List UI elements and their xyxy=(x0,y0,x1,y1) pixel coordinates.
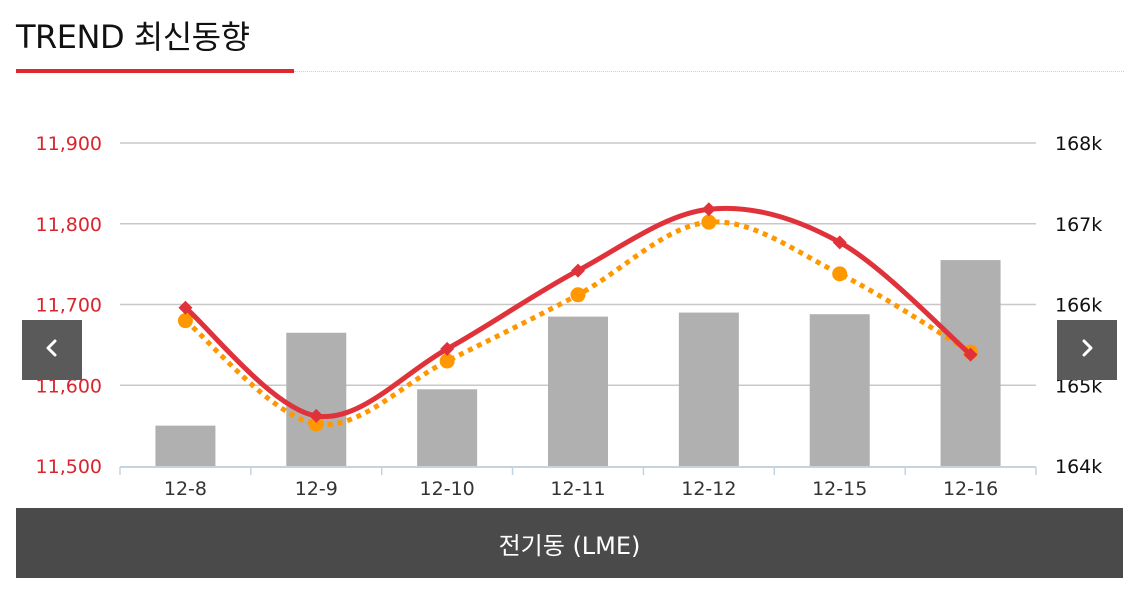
bar xyxy=(678,312,739,466)
point-marker-diamond xyxy=(963,347,978,362)
y-right-tick-label: 165k xyxy=(1055,375,1102,397)
y-left-tick-label: 11,600 xyxy=(36,375,102,397)
prev-button[interactable] xyxy=(22,320,82,380)
y-left-tick-label: 11,800 xyxy=(36,214,102,236)
point-marker-circle xyxy=(177,313,193,329)
point-marker-diamond xyxy=(440,341,455,356)
x-tick-label: 12-15 xyxy=(812,478,867,500)
next-button[interactable] xyxy=(1057,320,1117,380)
chevron-right-icon xyxy=(1077,336,1097,364)
point-marker-diamond xyxy=(178,300,193,315)
point-marker-circle xyxy=(308,416,324,432)
y-left-tick-label: 11,700 xyxy=(36,295,102,317)
y-right-tick-label: 164k xyxy=(1055,456,1102,478)
commodity-label: 전기동 (LME) xyxy=(498,531,641,560)
x-tick-label: 12-10 xyxy=(420,478,475,500)
page-title: TREND 최신동향 xyxy=(16,18,250,56)
chevron-left-icon xyxy=(42,336,62,364)
bar xyxy=(548,316,608,466)
trend-chart: 11,500 11,600 11,700 11,800 11,900 164k 165k 16… xyxy=(36,133,1103,500)
bar xyxy=(286,332,347,466)
bar xyxy=(155,425,216,466)
x-tick-label: 12-16 xyxy=(943,478,998,500)
y-left-tick-label: 11,900 xyxy=(36,133,102,155)
bar xyxy=(809,314,870,466)
y-right-tick-label: 166k xyxy=(1055,295,1102,317)
title-underline xyxy=(16,69,294,73)
point-marker-circle xyxy=(701,214,717,230)
x-tick-label: 12-11 xyxy=(550,478,605,500)
point-marker-diamond xyxy=(571,263,585,278)
point-marker-diamond xyxy=(832,235,847,250)
x-tick-label: 12-9 xyxy=(295,478,338,500)
bar xyxy=(940,260,1001,466)
point-marker-circle xyxy=(570,287,586,303)
y-right-tick-label: 167k xyxy=(1055,214,1102,236)
commodity-label-bar: 전기동 (LME) xyxy=(16,508,1123,578)
y-right-tick-label: 168k xyxy=(1055,133,1102,155)
x-tick-label: 12-12 xyxy=(681,478,736,500)
bar xyxy=(417,389,478,466)
title-divider xyxy=(294,71,1124,72)
y-left-tick-label: 11,500 xyxy=(36,456,102,478)
point-marker-diamond xyxy=(701,202,716,217)
x-tick-label: 12-8 xyxy=(164,478,207,500)
point-marker-circle xyxy=(832,266,848,282)
point-marker-circle xyxy=(439,353,455,369)
point-marker-diamond xyxy=(309,408,324,423)
